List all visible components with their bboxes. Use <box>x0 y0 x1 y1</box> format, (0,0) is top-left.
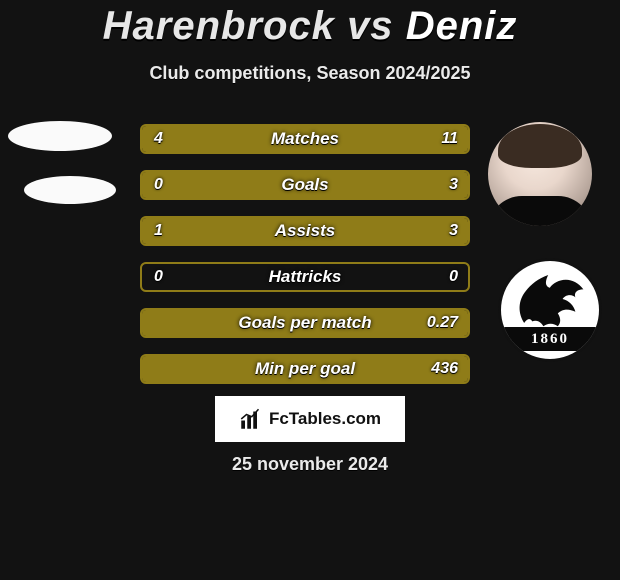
stat-row: 411Matches <box>140 124 470 154</box>
player2-club-badge: 1860 <box>498 258 602 362</box>
player1-name: Harenbrock <box>103 4 335 48</box>
stat-row: 436Min per goal <box>140 354 470 384</box>
vs-separator: vs <box>347 4 394 48</box>
stat-label: Hattricks <box>142 267 468 287</box>
stat-row: 0.27Goals per match <box>140 308 470 338</box>
player2-avatar <box>488 122 592 226</box>
stat-label: Goals <box>142 175 468 195</box>
club-year: 1860 <box>501 327 599 351</box>
stat-label: Min per goal <box>142 359 468 379</box>
page-title: Harenbrock vs Deniz <box>0 0 620 49</box>
stat-label: Goals per match <box>142 313 468 333</box>
stat-label: Assists <box>142 221 468 241</box>
stat-row: 13Assists <box>140 216 470 246</box>
player2-name: Deniz <box>406 4 518 48</box>
stat-row: 03Goals <box>140 170 470 200</box>
player1-avatar-placeholder <box>8 121 112 151</box>
subtitle: Club competitions, Season 2024/2025 <box>0 63 620 84</box>
bars-container: 411Matches 03Goals 13Assists 00Hattricks 0.2… <box>140 124 470 400</box>
brand-box: FcTables.com <box>215 396 405 442</box>
date-text: 25 november 2024 <box>0 454 620 475</box>
brand-logo-icon <box>239 407 263 431</box>
lion-icon <box>511 267 595 331</box>
stat-row: 00Hattricks <box>140 262 470 292</box>
player1-club-placeholder <box>24 176 116 204</box>
stat-label: Matches <box>142 129 468 149</box>
brand-text: FcTables.com <box>269 409 381 429</box>
